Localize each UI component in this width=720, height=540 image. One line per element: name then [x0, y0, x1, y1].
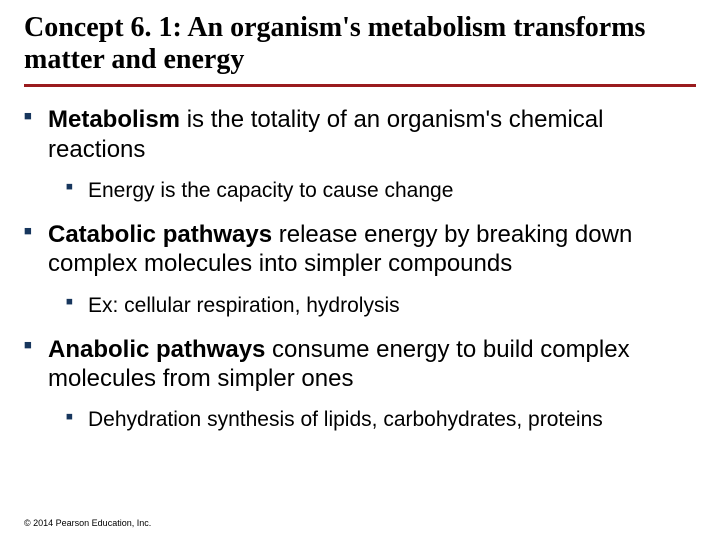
list-item: Dehydration synthesis of lipids, carbohy… [66, 407, 696, 433]
sub-list: Ex: cellular respiration, hydrolysis [48, 293, 696, 319]
sub-text: Energy is the capacity to cause change [88, 179, 453, 202]
sub-list: Energy is the capacity to cause change [48, 178, 696, 204]
list-item: Ex: cellular respiration, hydrolysis [66, 293, 696, 319]
copyright-footer: © 2014 Pearson Education, Inc. [24, 518, 151, 528]
sub-text: Dehydration synthesis of lipids, carbohy… [88, 408, 603, 431]
term: Anabolic pathways [48, 336, 265, 363]
list-item: Metabolism is the totality of an organis… [24, 105, 696, 204]
list-item: Energy is the capacity to cause change [66, 178, 696, 204]
term: Catabolic pathways [48, 221, 272, 248]
slide-title: Concept 6. 1: An organism's metabolism t… [24, 12, 696, 87]
slide: Concept 6. 1: An organism's metabolism t… [0, 0, 720, 540]
sub-text: Ex: cellular respiration, hydrolysis [88, 294, 400, 317]
bullet-list: Metabolism is the totality of an organis… [24, 105, 696, 433]
list-item: Catabolic pathways release energy by bre… [24, 220, 696, 319]
list-item: Anabolic pathways consume energy to buil… [24, 335, 696, 434]
term: Metabolism [48, 106, 180, 133]
sub-list: Dehydration synthesis of lipids, carbohy… [48, 407, 696, 433]
